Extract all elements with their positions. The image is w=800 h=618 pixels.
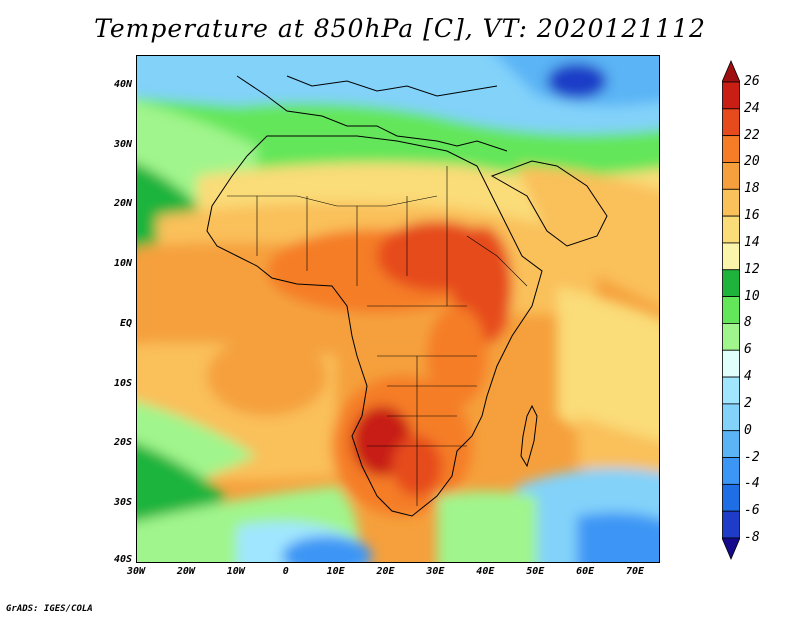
colorbar-level-label: 10 (744, 288, 760, 304)
colorbar-swatch (722, 376, 740, 405)
lon-tick-label: 70E (626, 566, 645, 577)
colorbar-swatch (722, 483, 740, 512)
colorbar-level-label: 14 (744, 234, 760, 250)
colorbar-level-label: 8 (744, 315, 752, 331)
colorbar-level-label: 20 (744, 154, 760, 170)
lon-tick-label: 0 (282, 566, 289, 577)
colorbar-swatch-min (722, 537, 740, 560)
colorbar-swatch (722, 403, 740, 432)
colorbar (722, 60, 740, 560)
country-borders (227, 166, 528, 506)
lat-tick-label: 40S (113, 554, 132, 565)
colorbar-level-label: -4 (744, 476, 760, 492)
map-canvas (137, 56, 659, 562)
colorbar-swatch (722, 242, 740, 271)
lon-tick-label: 30W (126, 566, 146, 577)
lon-tick-label: 50E (526, 566, 545, 577)
lon-tick-label: 20E (376, 566, 395, 577)
colorbar-level-label: 18 (744, 181, 760, 197)
colorbar-level-label: -6 (744, 503, 760, 519)
lat-tick-label: EQ (119, 317, 132, 329)
colorbar-level-label: 0 (744, 422, 752, 438)
colorbar-level-label: -2 (744, 449, 760, 465)
colorbar-level-label: 26 (744, 74, 760, 89)
colorbar-swatch (722, 108, 740, 137)
colorbar-level-label: 2 (744, 395, 752, 411)
lon-tick-label: 20W (176, 566, 195, 577)
colorbar-level-label: 24 (744, 100, 760, 116)
colorbar-level-label: -8 (744, 530, 760, 545)
colorbar-swatch (722, 269, 740, 297)
temperature-map (136, 55, 660, 563)
grads-credit: GrADS: IGES/COLA (6, 604, 93, 614)
colorbar-swatch (722, 430, 740, 458)
lon-tick-label: 10E (326, 566, 345, 577)
colorbar-level-label: 12 (744, 261, 760, 277)
lat-tick-label: 20N (113, 198, 132, 210)
colorbar-swatch (722, 135, 740, 163)
lat-tick-label: 10S (113, 377, 132, 389)
colorbar-level-label: 6 (744, 342, 752, 358)
colorbar-swatch (722, 296, 740, 324)
lon-tick-label: 40E (476, 566, 495, 577)
colorbar-swatch-max (722, 60, 740, 83)
colorbar-swatch (722, 188, 740, 217)
colorbar-swatch (722, 457, 740, 485)
lon-tick-label: 10W (226, 566, 245, 577)
coastlines (206, 75, 608, 517)
colorbar-swatch (722, 215, 740, 244)
lat-tick-label: 20S (113, 437, 132, 449)
lat-tick-label: 40N (113, 78, 132, 90)
lon-tick-label: 30E (426, 566, 445, 577)
colorbar-swatch (722, 323, 740, 351)
colorbar-level-label: 4 (744, 369, 752, 385)
map-title: Temperature at 850hPa [C], VT: 202012111… (94, 14, 706, 43)
colorbar-level-label: 22 (744, 127, 760, 143)
colorbar-swatch (722, 81, 740, 110)
colorbar-level-label: 16 (744, 208, 760, 224)
colorbar-swatch (722, 162, 740, 190)
lat-tick-label: 30S (113, 497, 132, 509)
lon-tick-label: 60E (576, 566, 595, 577)
colorbar-swatch (722, 510, 740, 539)
colorbar-swatch (722, 349, 740, 378)
lat-tick-label: 30N (113, 138, 132, 150)
lat-tick-label: 10N (113, 258, 132, 270)
